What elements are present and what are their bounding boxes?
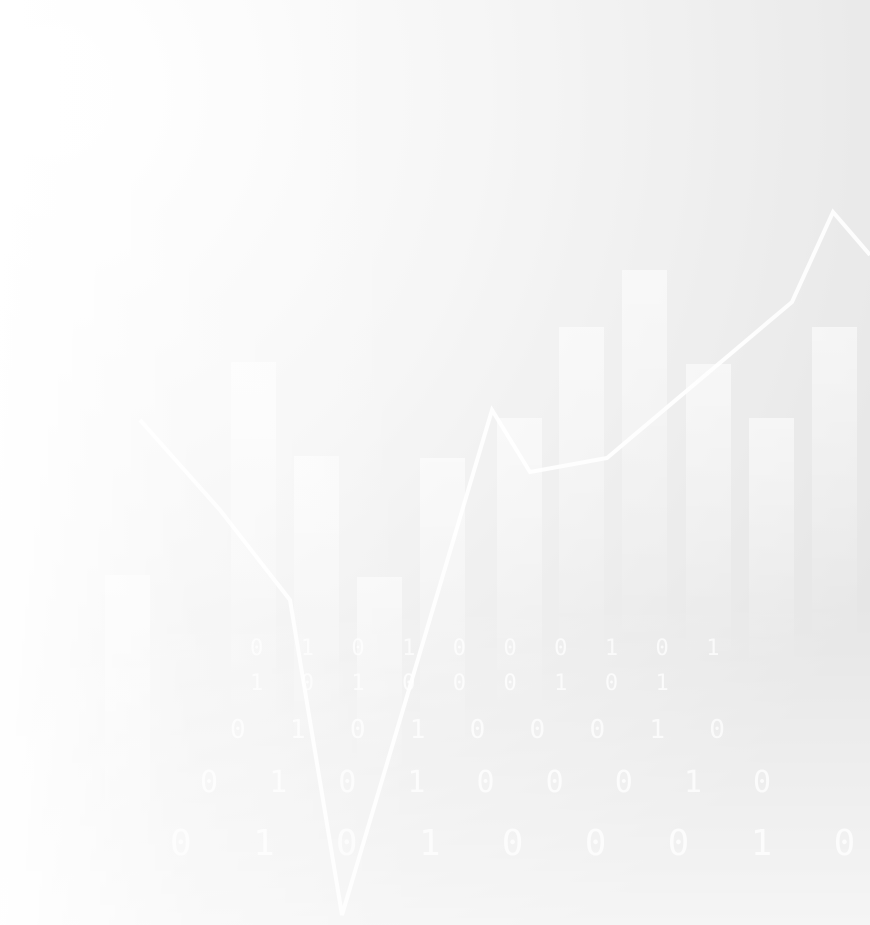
bar [812, 327, 857, 647]
bottom-fade [0, 600, 870, 925]
bar [622, 270, 667, 650]
